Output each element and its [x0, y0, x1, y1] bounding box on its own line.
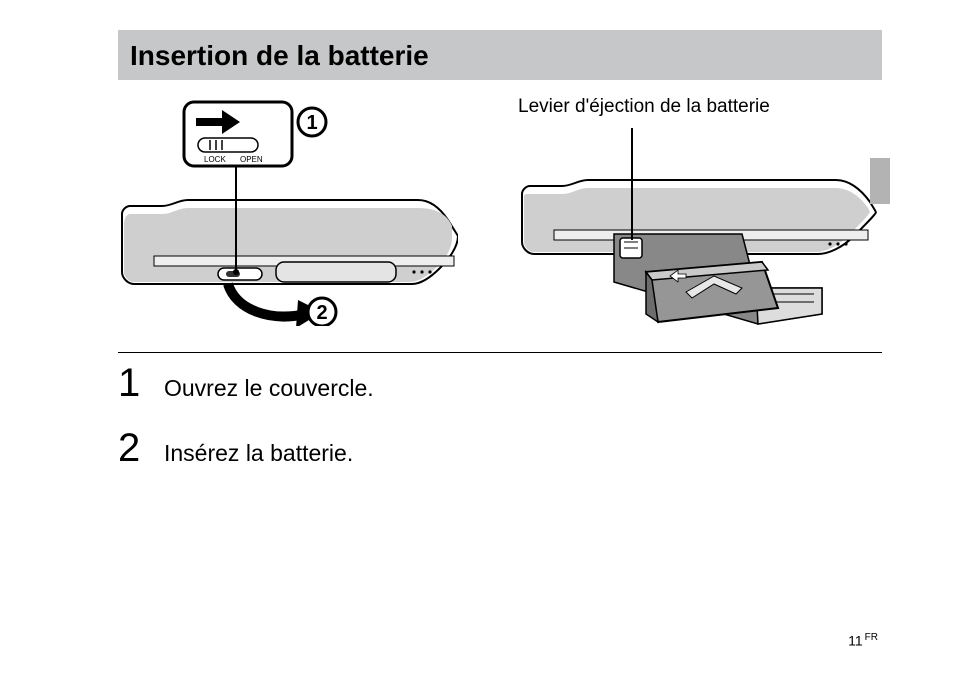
figure-open-cover: LOCK OPEN 1 2 [118, 96, 482, 326]
steps-list: 1 Ouvrez le couvercle. 2 Insérez la batt… [118, 363, 882, 469]
step-item: 2 Insérez la batterie. [118, 428, 882, 469]
marker-one: 1 [306, 112, 317, 134]
page-number-value: 11 [848, 633, 863, 649]
open-label: OPEN [240, 155, 263, 164]
section-heading-bar: Insertion de la batterie [118, 32, 882, 80]
page-lang: FR [865, 632, 878, 643]
section-heading: Insertion de la batterie [130, 40, 870, 72]
marker-two: 2 [316, 302, 327, 324]
lock-label: LOCK [204, 155, 226, 164]
page-number: 11FR [848, 632, 878, 649]
figure-insert-battery: Levier d'éjection de la batterie [518, 96, 882, 334]
step-number: 2 [118, 428, 164, 468]
step-text: Insérez la batterie. [164, 439, 353, 469]
step-number: 1 [118, 363, 164, 403]
callout-eject-lever: Levier d'éjection de la batterie [518, 96, 882, 118]
step-text: Ouvrez le couvercle. [164, 374, 374, 404]
divider [118, 352, 882, 353]
figure-row: LOCK OPEN 1 2 Levier d'éjection de la ba… [118, 96, 882, 334]
step-item: 1 Ouvrez le couvercle. [118, 363, 882, 404]
side-tab [870, 158, 890, 204]
